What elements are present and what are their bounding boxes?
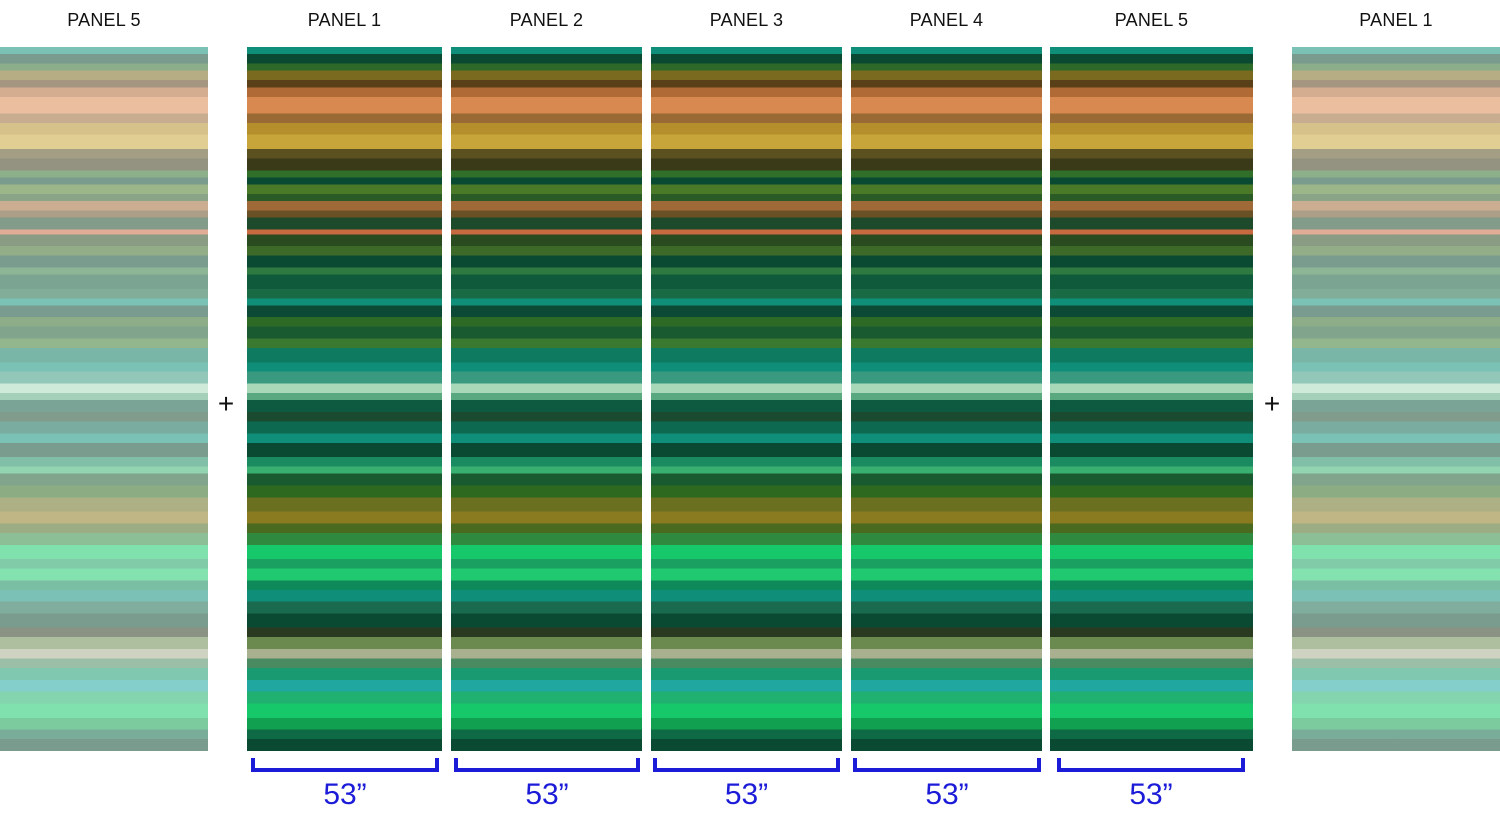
dimension-label-3: 53” bbox=[724, 778, 769, 811]
dimension-label-1: 53” bbox=[323, 778, 367, 811]
panel-label-1: PANEL 1 bbox=[307, 10, 382, 30]
panel-3 bbox=[651, 47, 842, 751]
panel-2 bbox=[451, 47, 642, 751]
dimension-bracket-3 bbox=[653, 758, 840, 772]
dimension-bracket-1 bbox=[251, 758, 439, 772]
plus-sign-right: + bbox=[1263, 388, 1281, 419]
panel-label-3: PANEL 3 bbox=[709, 10, 784, 30]
panel-label-5: PANEL 5 bbox=[1114, 10, 1189, 30]
plus-sign-left: + bbox=[217, 388, 235, 419]
dimension-label-5: 53” bbox=[1129, 778, 1173, 811]
panel-5 bbox=[1050, 47, 1253, 751]
panel-label-4: PANEL 4 bbox=[909, 10, 984, 30]
panel-label-2: PANEL 2 bbox=[509, 10, 584, 30]
panel-4 bbox=[851, 47, 1042, 751]
dimension-label-4: 53” bbox=[925, 778, 969, 811]
panel-preview-right bbox=[1292, 47, 1500, 751]
dimension-bracket-5 bbox=[1057, 758, 1245, 772]
dimension-label-2: 53” bbox=[525, 778, 569, 811]
panel-label-left-preview: PANEL 5 bbox=[67, 10, 141, 30]
dimension-bracket-4 bbox=[853, 758, 1041, 772]
panel-preview-left bbox=[0, 47, 208, 751]
dimension-bracket-2 bbox=[454, 758, 640, 772]
panel-label-right-preview: PANEL 1 bbox=[1359, 10, 1433, 30]
panel-1 bbox=[247, 47, 442, 751]
